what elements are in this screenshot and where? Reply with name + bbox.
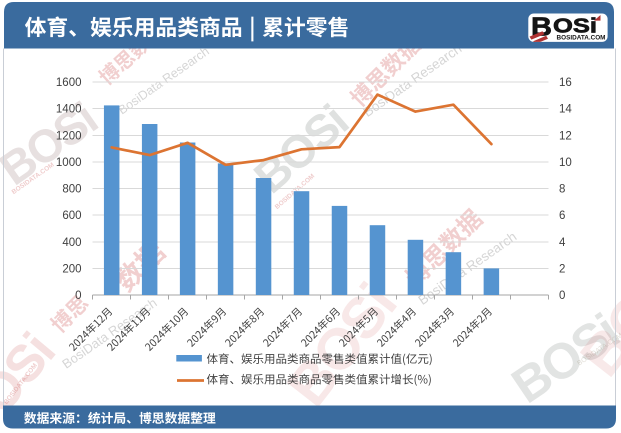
svg-text:6: 6 [559, 210, 565, 222]
svg-text:1400: 1400 [56, 104, 82, 116]
svg-text:1200: 1200 [56, 130, 82, 142]
svg-text:BosiData Research: BosiData Research [59, 295, 159, 372]
svg-text:4: 4 [559, 237, 566, 249]
svg-text:BOSIDATA.COM: BOSIDATA.COM [557, 35, 606, 42]
svg-text:1600: 1600 [56, 77, 82, 89]
svg-text:12: 12 [559, 130, 572, 142]
svg-text:BOSi: BOSi [0, 93, 105, 196]
svg-text:0: 0 [75, 290, 81, 302]
svg-text:BosiData Research: BosiData Research [116, 44, 212, 117]
svg-text:16: 16 [559, 77, 572, 89]
svg-text:0: 0 [559, 290, 565, 302]
svg-text:800: 800 [62, 184, 81, 196]
svg-text:600: 600 [62, 210, 81, 222]
svg-text:OSi: OSi [553, 16, 597, 38]
svg-text:10: 10 [559, 157, 572, 169]
svg-text:2: 2 [559, 263, 565, 275]
svg-text:8: 8 [559, 184, 565, 196]
svg-text:14: 14 [559, 104, 572, 116]
svg-text:400: 400 [62, 237, 81, 249]
svg-text:200: 200 [62, 263, 81, 275]
svg-text:1000: 1000 [56, 157, 82, 169]
